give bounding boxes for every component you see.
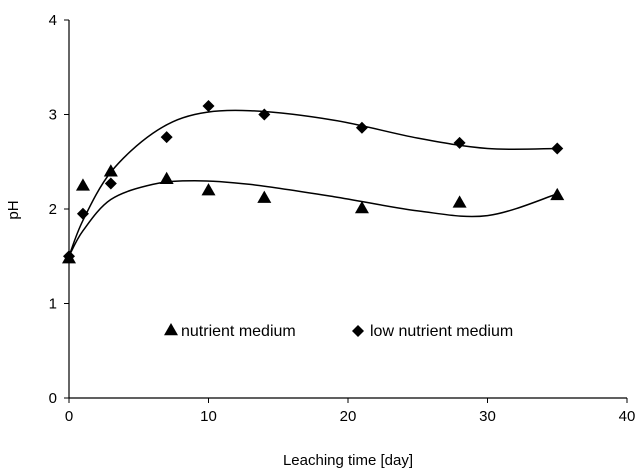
- axes: [64, 19, 628, 403]
- data-point-low-nutrient-medium: [160, 131, 173, 144]
- legend-marker-diamond: [352, 325, 364, 337]
- x-axis-title: Leaching time [day]: [283, 452, 413, 469]
- data-point-nutrient-medium: [159, 171, 174, 185]
- legend-label-low-nutrient-medium: low nutrient medium: [370, 323, 513, 340]
- legend-marker-triangle: [164, 323, 178, 336]
- data-point-low-nutrient-medium: [104, 177, 117, 190]
- data-point-nutrient-medium: [452, 195, 467, 208]
- data-point-low-nutrient-medium: [63, 250, 75, 263]
- trendlines: [68, 109, 558, 257]
- legend-item-nutrient-medium: nutrient medium: [164, 323, 296, 340]
- x-tick-label: 10: [200, 408, 217, 425]
- data-point-low-nutrient-medium: [453, 136, 466, 149]
- data-point-nutrient-medium: [354, 201, 369, 214]
- y-tick-label: 4: [49, 12, 57, 29]
- y-tick-label: 0: [49, 390, 57, 407]
- legend-label-nutrient-medium: nutrient medium: [181, 323, 296, 340]
- data-point-nutrient-medium: [550, 187, 565, 201]
- data-points: [62, 99, 565, 264]
- data-point-nutrient-medium: [75, 178, 90, 191]
- data-point-low-nutrient-medium: [258, 108, 271, 121]
- trendline-series-0: [68, 179, 558, 257]
- x-tick-label: 0: [65, 408, 73, 425]
- x-tick-label: 30: [479, 408, 496, 425]
- legend: nutrient medium low nutrient medium: [164, 323, 513, 340]
- x-tick-label: 20: [340, 408, 357, 425]
- y-tick-label: 2: [49, 201, 57, 218]
- data-point-low-nutrient-medium: [202, 99, 215, 112]
- data-point-nutrient-medium: [103, 164, 118, 177]
- data-point-low-nutrient-medium: [355, 121, 368, 134]
- data-point-low-nutrient-medium: [551, 142, 564, 155]
- data-point-nutrient-medium: [257, 190, 272, 203]
- legend-item-low-nutrient-medium: low nutrient medium: [352, 323, 513, 340]
- y-tick-label: 3: [49, 107, 57, 124]
- y-tick-label: 1: [49, 296, 57, 313]
- x-tick-label: 40: [619, 408, 636, 425]
- data-point-nutrient-medium: [201, 183, 216, 196]
- trendline-series-1: [68, 109, 558, 257]
- data-point-low-nutrient-medium: [76, 207, 89, 220]
- y-axis-title: pH: [5, 200, 22, 219]
